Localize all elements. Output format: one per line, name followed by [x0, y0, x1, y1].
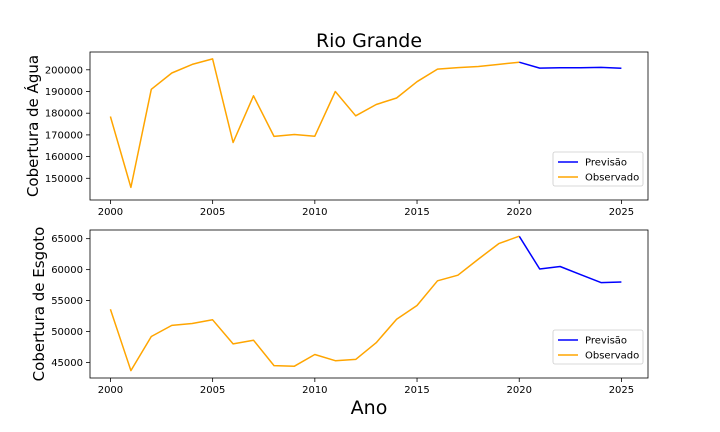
- legend: Previsão Observado: [552, 329, 644, 365]
- y-axis-label: Cobertura de Água: [23, 55, 42, 197]
- x-tick-label: 2025: [609, 207, 634, 218]
- x-tick-label: 2005: [200, 385, 225, 396]
- x-tick-label: 2000: [98, 207, 123, 218]
- y-tick-label: 180000: [45, 109, 83, 120]
- x-tick-label: 2010: [302, 207, 327, 218]
- x-tick-label: 2020: [507, 207, 532, 218]
- legend: Previsão Observado: [552, 151, 644, 187]
- chart-title: Rio Grande: [316, 30, 422, 52]
- y-tick-label: 160000: [45, 152, 83, 163]
- plot-frame: [89, 229, 649, 379]
- x-tick-label: 2025: [609, 385, 634, 396]
- x-tick-label: 2020: [507, 385, 532, 396]
- y-tick-label: 200000: [45, 65, 83, 76]
- series-line-observado: [109, 58, 520, 189]
- subplot-water-coverage: 2000 2005 2010 2015 2020 2025 150000 160000 1700…: [23, 51, 649, 218]
- x-tick-label: 2015: [404, 385, 429, 396]
- legend-label: Observado: [585, 351, 639, 362]
- legend-label: Previsão: [585, 158, 627, 169]
- y-axis-label: Cobertura de Esgoto: [30, 227, 48, 382]
- x-tick-label: 2000: [98, 385, 123, 396]
- x-tick-label: 2010: [302, 385, 327, 396]
- subplot-sewage-coverage: 2000 2005 2010 2015 2020 2025 45000 50000 55000 6…: [30, 227, 649, 396]
- series-line-previsão: [518, 235, 622, 284]
- y-tick-label: 45000: [51, 358, 83, 369]
- series-line-observado: [109, 235, 520, 372]
- series-lines: [109, 58, 622, 189]
- x-axis-label: Ano: [351, 397, 388, 419]
- y-tick-label: 150000: [45, 174, 83, 185]
- y-tick-label: 170000: [45, 130, 83, 141]
- y-tick-label: 190000: [45, 87, 83, 98]
- series-line-previsão: [518, 61, 622, 70]
- series-lines: [109, 235, 622, 372]
- y-tick-label: 50000: [51, 327, 83, 338]
- x-tick-label: 2015: [404, 207, 429, 218]
- y-tick-label: 60000: [51, 265, 83, 276]
- y-tick-label: 55000: [51, 296, 83, 307]
- x-tick-label: 2005: [200, 207, 225, 218]
- plot-frame: [89, 51, 649, 201]
- legend-label: Observado: [585, 173, 639, 184]
- y-tick-label: 65000: [51, 234, 83, 245]
- legend-label: Previsão: [585, 336, 627, 347]
